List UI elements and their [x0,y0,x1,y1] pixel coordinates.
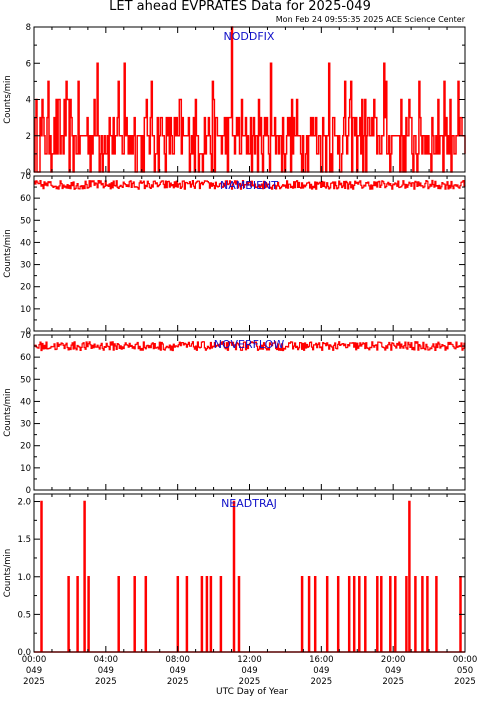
y-tick-label: 30 [20,261,31,271]
trace-noverflow [34,341,466,352]
y-tick-label: 4 [26,96,31,106]
y-tick-label: 20 [20,283,31,293]
x-tick-label-year: 2025 [382,677,404,687]
y-tick-label: 2.0 [17,498,31,508]
y-tick-label: 0 [26,486,31,496]
y-tick-label: 40 [20,397,31,407]
trace-neadtraj [34,500,465,653]
y-tick-label: 1.5 [17,535,31,545]
y-tick-label: 8 [26,23,31,33]
y-tick-label: 50 [20,216,31,226]
trace-noddfix [34,26,466,173]
x-tick-label-time: 12:00 [237,655,262,665]
x-tick-label-doy: 049 [170,666,186,676]
y-axis-label: Counts/min [3,75,13,124]
y-tick-label: 0.5 [17,610,31,620]
x-axis-label: UTC Day of Year [216,687,288,697]
panel-frame [33,334,466,491]
y-tick-label: 50 [20,375,31,385]
y-axis-label: Counts/min [3,229,13,278]
panel-frame [33,175,466,332]
y-tick-label: 20 [20,442,31,452]
panel-label: NAMBIENT [220,179,278,192]
y-tick-label: 0 [26,168,31,178]
x-tick-label-year: 2025 [454,677,476,687]
panels: 0 2 4 6 8 Counts/min NODDFIX 0 10 20 30 40 50 60 70 Cou… [3,23,477,687]
x-tick-label-doy: 049 [241,666,257,676]
y-tick-label: 6 [26,59,31,69]
x-tick-label-time: 00:00 [22,655,47,665]
panel-neadtraj: 0.0 0.5 1.0 1.5 2.0 Counts/min NEADTRAJ [3,493,466,658]
x-tick-label-year: 2025 [23,677,45,687]
x-tick-label-doy: 049 [98,666,114,676]
chart-title: LET ahead EVPRATES Data for 2025-049 [109,0,371,14]
panel-noverflow: 0 10 20 30 40 50 60 70 Counts/min NOVERFLOW [3,331,466,496]
y-tick-label: 30 [20,420,31,430]
panel-label: NEADTRAJ [221,497,277,510]
x-tick-label-year: 2025 [239,677,261,687]
x-tick-label-time: 20:00 [381,655,406,665]
y-tick-label: 0 [26,327,31,337]
y-tick-label: 2 [26,132,31,142]
x-tick-label-doy: 050 [457,666,473,676]
x-tick-label-time: 00:00 [453,655,478,665]
y-tick-label: 60 [20,194,31,204]
y-tick-label: 70 [20,331,31,341]
x-tick-label-time: 16:00 [309,655,334,665]
x-tick-label-doy: 049 [313,666,329,676]
panel-frame [33,493,466,653]
y-axis-label: Counts/min [3,549,13,598]
panel-noddfix: 0 2 4 6 8 Counts/min NODDFIX [3,23,466,178]
y-tick-label: 0.0 [17,648,31,658]
x-tick-label-time: 08:00 [165,655,190,665]
y-tick-label: 40 [20,238,31,248]
y-axis-label: Counts/min [3,388,13,437]
x-tick-label-time: 04:00 [94,655,119,665]
y-tick-label: 1.0 [17,573,31,583]
timestamp: Mon Feb 24 09:55:35 2025 ACE Science Cen… [276,15,466,24]
panel-label: NOVERFLOW [214,338,285,351]
x-tick-label-year: 2025 [167,677,189,687]
x-tick-label-year: 2025 [95,677,117,687]
y-tick-label: 70 [20,172,31,182]
x-tick-label-doy: 049 [385,666,401,676]
x-tick-label-year: 2025 [311,677,333,687]
y-tick-label: 10 [20,305,31,315]
x-tick-label-doy: 049 [26,666,42,676]
y-tick-label: 10 [20,464,31,474]
panel-label: NODDFIX [224,30,275,43]
y-tick-label: 60 [20,353,31,363]
panel-nambient: 0 10 20 30 40 50 60 70 Counts/min NAMBIENT [3,172,466,337]
